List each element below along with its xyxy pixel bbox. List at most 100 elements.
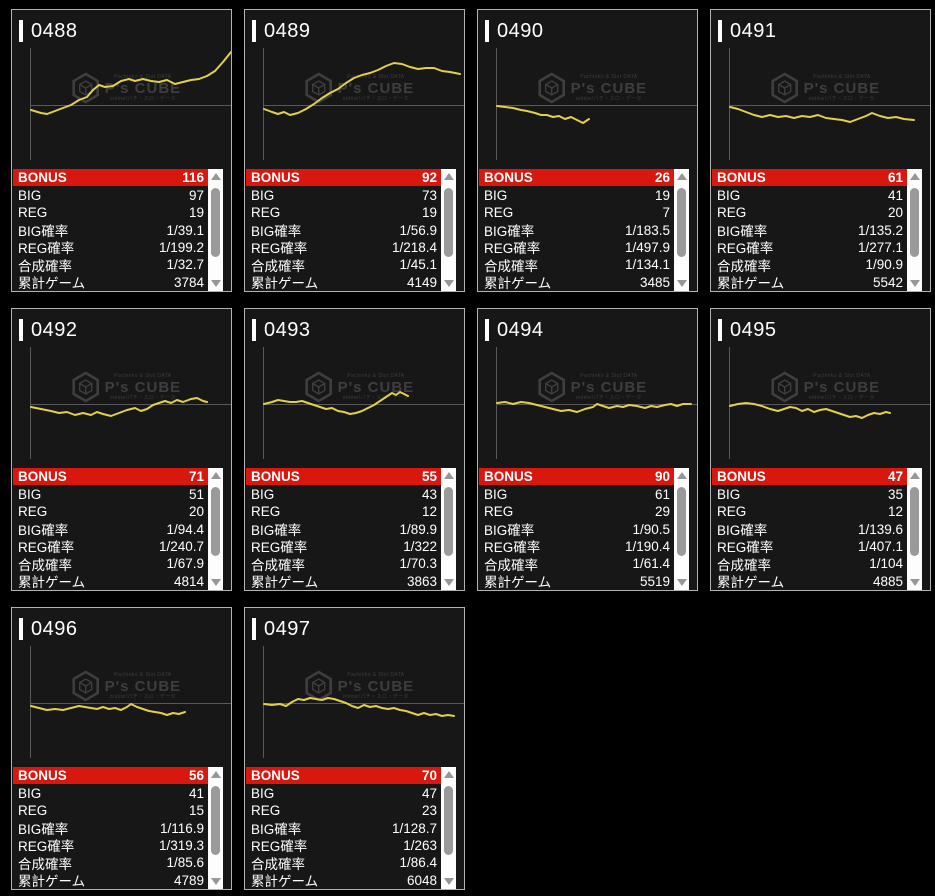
scrollbar-thumb[interactable] bbox=[211, 786, 220, 855]
table-scrollbar[interactable] bbox=[208, 468, 223, 590]
scroll-down-arrow-icon[interactable] bbox=[210, 280, 221, 287]
scroll-up-arrow-icon[interactable] bbox=[909, 173, 920, 180]
scroll-down-arrow-icon[interactable] bbox=[909, 280, 920, 287]
scroll-up-arrow-icon[interactable] bbox=[676, 173, 687, 180]
gosei-rate-value: 1/85.6 bbox=[166, 855, 204, 871]
reg-label: REG bbox=[717, 504, 747, 520]
reg-label: REG bbox=[18, 504, 48, 520]
table-row-gosei-rate: 合成確率 1/67.9 bbox=[13, 555, 210, 573]
reg-label: REG bbox=[717, 205, 747, 221]
y-axis-line bbox=[729, 48, 730, 160]
slump-line bbox=[263, 697, 455, 717]
machine-card[interactable]: 0488 Pachinko & Slot DATA P's CUBE onlin… bbox=[11, 9, 232, 292]
table-row-gosei-rate: 合成確率 1/85.6 bbox=[13, 854, 210, 872]
big-label: BIG bbox=[251, 486, 275, 502]
stats-table: BONUS 56 BIG 41 REG 15 BIG確率 1/116.9 REG… bbox=[13, 767, 210, 889]
bonus-value: 92 bbox=[421, 170, 437, 186]
total-games-value: 5519 bbox=[639, 573, 670, 589]
bonus-label: BONUS bbox=[484, 170, 533, 186]
machine-card[interactable]: 0491 Pachinko & Slot DATA P's CUBE onlin… bbox=[710, 9, 931, 292]
machine-card[interactable]: 0492 Pachinko & Slot DATA P's CUBE onlin… bbox=[11, 308, 232, 591]
scroll-up-arrow-icon[interactable] bbox=[676, 472, 687, 479]
scroll-up-arrow-icon[interactable] bbox=[443, 173, 454, 180]
bonus-value: 70 bbox=[421, 768, 437, 784]
zero-line bbox=[30, 404, 231, 405]
total-games-label: 累計ゲーム bbox=[251, 874, 319, 890]
table-scrollbar[interactable] bbox=[441, 169, 456, 291]
table-row-bonus: BONUS 47 bbox=[712, 468, 909, 486]
machine-card[interactable]: 0496 Pachinko & Slot DATA P's CUBE onlin… bbox=[11, 607, 232, 890]
scroll-up-arrow-icon[interactable] bbox=[210, 771, 221, 778]
table-row-total-games: 累計ゲーム 5519 bbox=[479, 573, 676, 590]
scroll-down-arrow-icon[interactable] bbox=[676, 280, 687, 287]
reg-value: 20 bbox=[887, 205, 903, 221]
table-scrollbar[interactable] bbox=[674, 468, 689, 590]
machine-card[interactable]: 0493 Pachinko & Slot DATA P's CUBE onlin… bbox=[244, 308, 465, 591]
stats-table: BONUS 116 BIG 97 REG 19 BIG確率 1/39.1 REG… bbox=[13, 169, 210, 291]
slump-graph: Pachinko & Slot DATA P's CUBE online!パチ・… bbox=[245, 46, 464, 162]
slump-line-chart bbox=[496, 401, 692, 413]
table-scrollbar[interactable] bbox=[208, 169, 223, 291]
slump-line bbox=[30, 703, 186, 716]
big-rate-label: BIG確率 bbox=[717, 224, 768, 240]
table-row-big: BIG 19 bbox=[479, 186, 676, 203]
machine-card[interactable]: 0494 Pachinko & Slot DATA P's CUBE onlin… bbox=[477, 308, 698, 591]
scrollbar-thumb[interactable] bbox=[910, 487, 919, 556]
table-scrollbar[interactable] bbox=[907, 468, 922, 590]
machine-card[interactable]: 0490 Pachinko & Slot DATA P's CUBE onlin… bbox=[477, 9, 698, 292]
table-scrollbar[interactable] bbox=[674, 169, 689, 291]
scrollbar-thumb[interactable] bbox=[444, 487, 453, 556]
bonus-label: BONUS bbox=[251, 768, 300, 784]
scroll-down-arrow-icon[interactable] bbox=[443, 280, 454, 287]
scroll-up-arrow-icon[interactable] bbox=[909, 472, 920, 479]
table-row-reg: REG 23 bbox=[246, 802, 443, 819]
big-rate-label: BIG確率 bbox=[717, 523, 768, 539]
table-row-big: BIG 35 bbox=[712, 485, 909, 502]
big-rate-label: BIG確率 bbox=[18, 523, 69, 539]
scroll-up-arrow-icon[interactable] bbox=[443, 472, 454, 479]
machine-card[interactable]: 0489 Pachinko & Slot DATA P's CUBE onlin… bbox=[244, 9, 465, 292]
title-accent-bar bbox=[485, 319, 489, 341]
table-row-total-games: 累計ゲーム 4789 bbox=[13, 872, 210, 889]
table-row-reg: REG 20 bbox=[13, 503, 210, 520]
gosei-rate-label: 合成確率 bbox=[251, 258, 305, 274]
scroll-up-arrow-icon[interactable] bbox=[443, 771, 454, 778]
scroll-down-arrow-icon[interactable] bbox=[210, 878, 221, 885]
table-scrollbar[interactable] bbox=[907, 169, 922, 291]
big-rate-value: 1/94.4 bbox=[166, 521, 204, 537]
scrollbar-thumb[interactable] bbox=[444, 786, 453, 855]
scrollbar-thumb[interactable] bbox=[910, 188, 919, 257]
big-value: 41 bbox=[188, 785, 204, 801]
scroll-down-arrow-icon[interactable] bbox=[210, 579, 221, 586]
gosei-rate-value: 1/67.9 bbox=[166, 556, 204, 572]
scroll-up-arrow-icon[interactable] bbox=[210, 472, 221, 479]
scroll-down-arrow-icon[interactable] bbox=[443, 579, 454, 586]
table-row-bonus: BONUS 90 bbox=[479, 468, 676, 486]
table-scrollbar[interactable] bbox=[441, 767, 456, 889]
table-row-gosei-rate: 合成確率 1/86.4 bbox=[246, 854, 443, 872]
big-rate-value: 1/90.5 bbox=[632, 521, 670, 537]
scroll-down-arrow-icon[interactable] bbox=[676, 579, 687, 586]
scrollbar-thumb[interactable] bbox=[677, 487, 686, 556]
slump-line bbox=[729, 106, 915, 123]
table-row-big: BIG 43 bbox=[246, 485, 443, 502]
table-scrollbar[interactable] bbox=[208, 767, 223, 889]
scrollbar-thumb[interactable] bbox=[444, 188, 453, 257]
bonus-label: BONUS bbox=[717, 170, 766, 186]
table-scrollbar[interactable] bbox=[441, 468, 456, 590]
machine-title: 0491 bbox=[718, 19, 930, 43]
scrollbar-thumb[interactable] bbox=[677, 188, 686, 257]
slump-graph: Pachinko & Slot DATA P's CUBE online!パチ・… bbox=[711, 345, 930, 461]
scrollbar-thumb[interactable] bbox=[211, 188, 220, 257]
machine-card[interactable]: 0495 Pachinko & Slot DATA P's CUBE onlin… bbox=[710, 308, 931, 591]
title-accent-bar bbox=[19, 319, 23, 341]
table-row-big-rate: BIG確率 1/116.9 bbox=[13, 819, 210, 838]
scroll-up-arrow-icon[interactable] bbox=[210, 173, 221, 180]
scroll-down-arrow-icon[interactable] bbox=[909, 579, 920, 586]
scroll-down-arrow-icon[interactable] bbox=[443, 878, 454, 885]
machine-card[interactable]: 0497 Pachinko & Slot DATA P's CUBE onlin… bbox=[244, 607, 465, 890]
scrollbar-thumb[interactable] bbox=[211, 487, 220, 556]
table-row-big: BIG 47 bbox=[246, 784, 443, 801]
table-row-big: BIG 41 bbox=[712, 186, 909, 203]
table-row-reg: REG 29 bbox=[479, 503, 676, 520]
